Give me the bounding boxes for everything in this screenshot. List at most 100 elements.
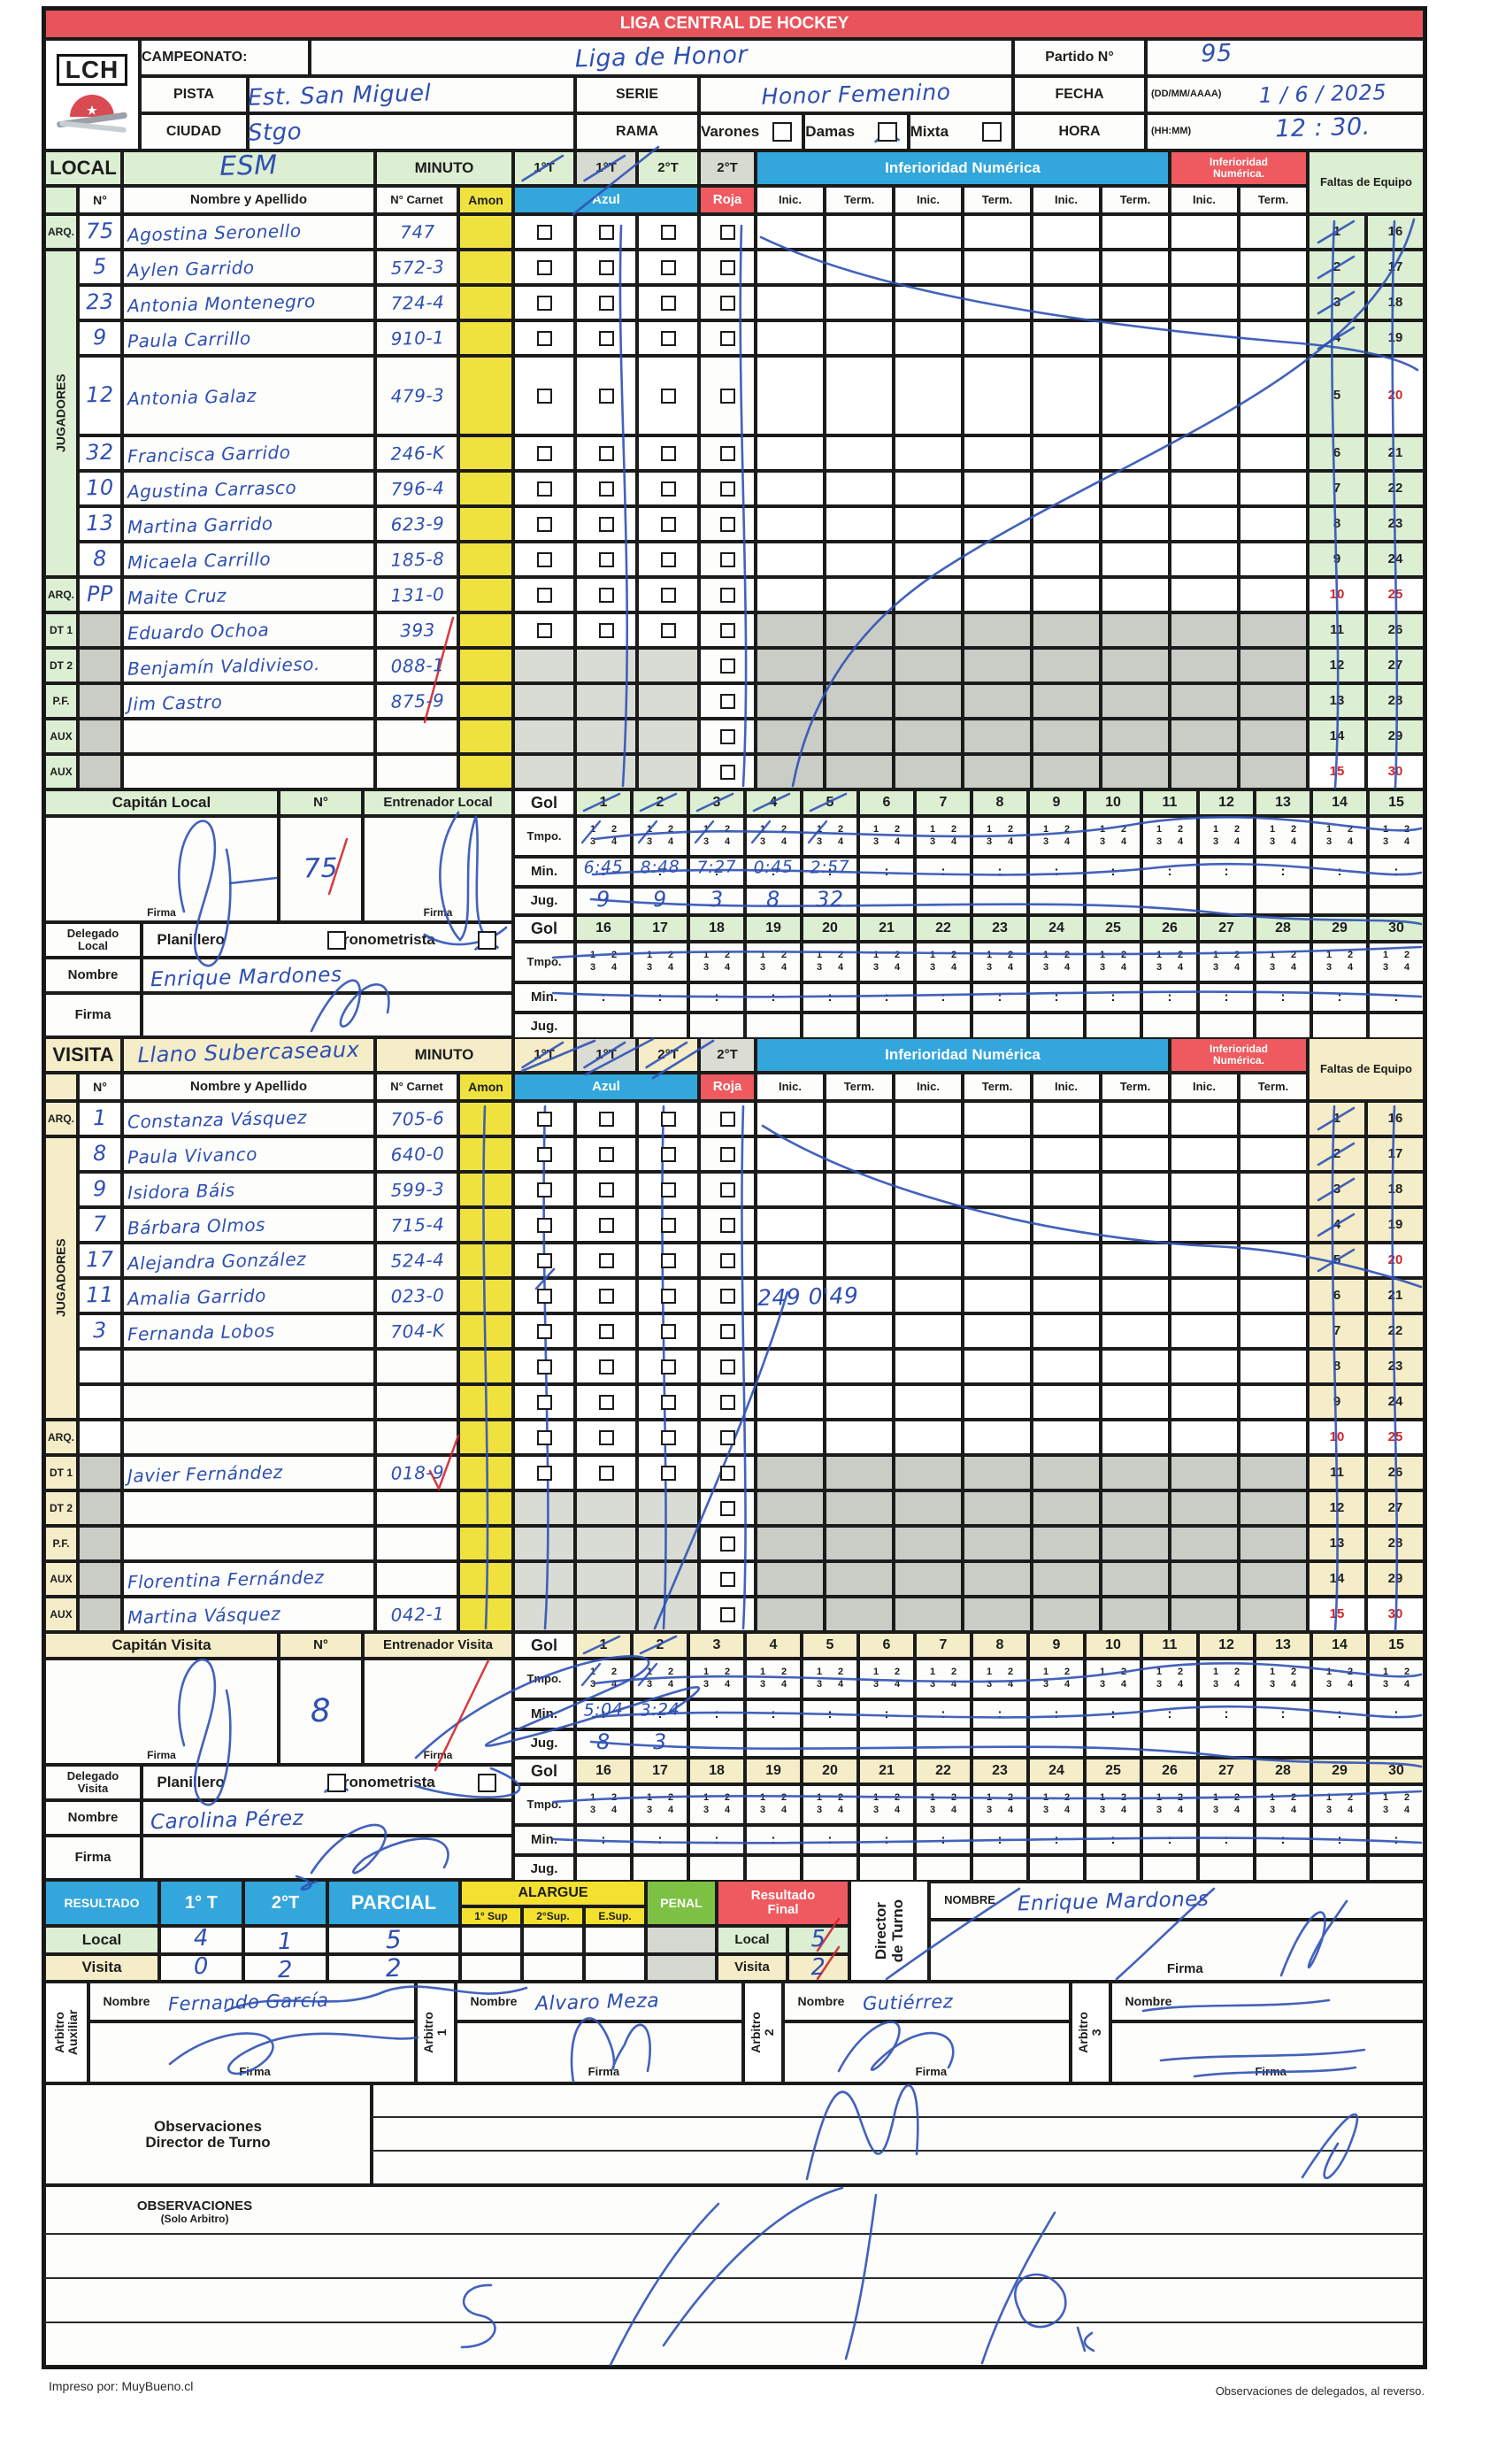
visita-azul-checkbox: [598, 1288, 614, 1304]
local-gol-min-cell: :: [1255, 982, 1311, 1013]
visita-gol-jug-cell: [1255, 1729, 1311, 1758]
local-captain-label: Capitán Local: [44, 789, 279, 816]
local-gol-min-value: 7:27: [696, 857, 737, 878]
local-gol-min-value: 0:45: [753, 857, 794, 878]
local-gol-min-cell: :: [858, 857, 915, 887]
rama-checkbox-damas: [877, 122, 897, 142]
local-role-cell: ARQ.: [44, 577, 78, 612]
visita-delegado-nombre-label: Nombre: [44, 1800, 142, 1836]
azul-header: Azul: [513, 1073, 699, 1101]
amon-header: Amon: [458, 186, 513, 214]
local-gol-number: 22: [915, 915, 972, 942]
visita-inferioridad-cell: [1239, 1101, 1308, 1136]
visita-period-1: 1°T: [513, 1037, 575, 1073]
league-title: LIGA CENTRAL DE HOCKEY: [44, 9, 1425, 39]
visita-inferioridad-cell: [1032, 1101, 1101, 1136]
local-azul-cell: [637, 754, 699, 789]
local-player-name-cell: [122, 719, 375, 754]
local-inferioridad-cell: [963, 214, 1032, 250]
visita-inferioridad-cell: [825, 1101, 894, 1136]
local-player-carnet-cell: [375, 320, 458, 356]
local-azul-checkbox: [598, 551, 614, 567]
visita-gol-number: 10: [1085, 1632, 1141, 1659]
visita-player-num-cell: [78, 1561, 122, 1597]
local-azul-cell: [637, 285, 699, 320]
alargue-sub-header: E.Sup.: [584, 1906, 646, 1926]
visita-gol-number: 26: [1141, 1758, 1198, 1784]
local-player-num-cell: [78, 719, 122, 754]
local-gol-number: 26: [1141, 915, 1198, 942]
visita-captain-num-header: N°: [279, 1632, 363, 1659]
visita-player-name-cell: [122, 1455, 375, 1490]
visita-amon-cell: [458, 1561, 513, 1597]
local-inferioridad-cell: [1101, 719, 1170, 754]
local-inferioridad-cell: [963, 320, 1032, 356]
local-player-name-cell: [122, 435, 375, 471]
term-header: Term.: [1101, 1073, 1170, 1101]
visita-azul-cell: [575, 1526, 637, 1561]
local-player-num: 5: [92, 254, 108, 280]
visita-gol-min-cell: :: [1198, 1699, 1255, 1729]
local-captain-num: 75: [303, 852, 339, 885]
visita-inferioridad-cell: [1101, 1490, 1170, 1526]
visita-player-carnet-cell: [375, 1101, 458, 1136]
local-inferioridad-cell: [1101, 612, 1170, 648]
local-inferioridad-cell: [1170, 683, 1239, 719]
local-amon-cell: [458, 320, 513, 356]
visita-gol-number: 28: [1255, 1758, 1311, 1784]
visita-inferioridad-cell: [1101, 1172, 1170, 1207]
local-inferioridad-cell: [825, 471, 894, 506]
visita-inferioridad-cell: [963, 1349, 1032, 1384]
visita-gol-min-value: 5:04: [583, 1699, 624, 1721]
local-inferioridad-cell: [1239, 435, 1308, 471]
visita-azul-cell: [513, 1490, 575, 1526]
local-player-carnet-cell: [375, 506, 458, 542]
rama-checkbox-mixta: [981, 122, 1002, 142]
visita-roja-cell: [699, 1207, 756, 1243]
local-azul-checkbox: [536, 224, 552, 240]
arbitro-nombre-value: Alvaro Meza: [534, 1990, 660, 2015]
firma-label: Firma: [1255, 2065, 1286, 2079]
visita-player-num: 3: [92, 1318, 108, 1344]
local-inferioridad-cell: [756, 683, 825, 719]
local-player-num: 12: [85, 381, 115, 408]
arbitro-nombre-cell: [1110, 1982, 1425, 2021]
local-coach-firma-cell: Firma: [363, 816, 513, 922]
local-gol-row-label: Gol: [513, 789, 575, 816]
local-azul-checkbox: [598, 224, 614, 240]
visita-role-cell: DT 2: [44, 1490, 78, 1526]
local-gol-number: 19: [745, 915, 802, 942]
local-gol-number: 14: [1311, 789, 1368, 816]
local-inferioridad-cell: [963, 754, 1032, 789]
visita-inferioridad-cell: [825, 1136, 894, 1172]
visita-falta-num: 15: [1308, 1597, 1366, 1632]
visita-gol-number: 16: [575, 1758, 632, 1784]
rama-option-mixta: Mixta: [908, 113, 1013, 150]
local-player-carnet-cell: [375, 719, 458, 754]
local-falta-num: 3: [1308, 285, 1366, 320]
alargue-cell: [460, 1953, 522, 1982]
visita-player-carnet-cell: [375, 1313, 458, 1349]
local-roja-cell: [699, 754, 756, 789]
local-roja-checkbox: [719, 693, 735, 709]
local-player-num-cell: [78, 214, 122, 250]
resultado-label: RESULTADO: [44, 1880, 159, 1926]
local-azul-checkbox: [536, 259, 552, 275]
visita-period-3: 2°T: [637, 1037, 699, 1073]
visita-gol-min-cell: :: [915, 1699, 972, 1729]
visita-inferioridad-cell: [894, 1420, 963, 1455]
visita-inferioridad-cell: [1170, 1101, 1239, 1136]
local-player-num-cell: [78, 506, 122, 542]
visita-gol-number: 8: [972, 1632, 1028, 1659]
visita-inferioridad-cell: [825, 1420, 894, 1455]
local-gol-jug-cell: [1141, 887, 1198, 915]
visita-roja-checkbox: [719, 1288, 735, 1304]
visita-falta-num: 30: [1366, 1597, 1425, 1632]
obs-solo-label: OBSERVACIONES (Solo Arbitro): [53, 2191, 336, 2233]
local-gol-min-cell: :: [858, 982, 915, 1013]
visita-gol-row-label: Tmpo.: [513, 1659, 575, 1699]
